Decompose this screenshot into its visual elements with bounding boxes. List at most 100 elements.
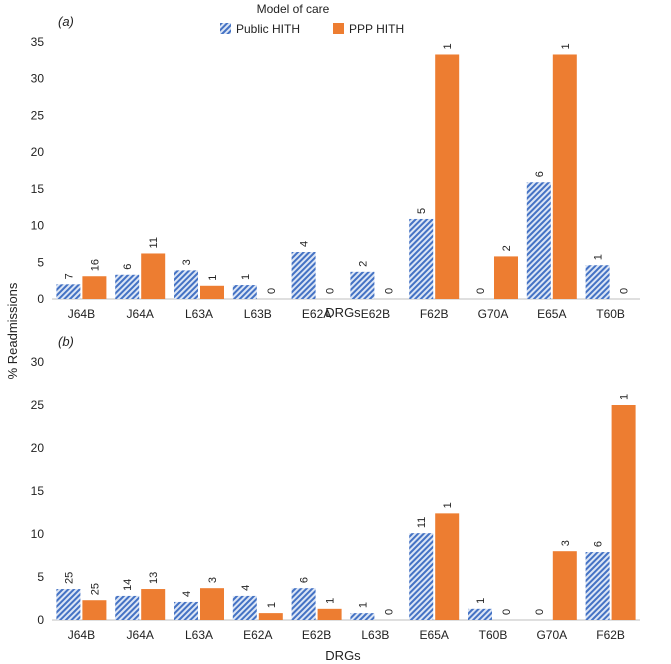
x-tick-label: E65A <box>537 307 566 321</box>
bar-public-hith <box>409 218 434 299</box>
bar-data-label: 2 <box>357 261 369 267</box>
bar-public-hith <box>409 533 434 620</box>
y-tick-label: 20 <box>31 145 45 159</box>
x-tick-label: E62B <box>361 307 390 321</box>
chart-panel-b: 051015202530J64B2525J64A1413L63A43E62A41… <box>31 355 640 642</box>
legend-title: Model of care <box>257 2 330 16</box>
bar-ppp-hith <box>494 256 518 299</box>
bar-ppp-hith <box>200 285 224 299</box>
bar-data-label: 0 <box>475 288 487 294</box>
bar-data-label: 2 <box>501 245 513 251</box>
bar-ppp-hith <box>435 513 460 620</box>
bar-data-label: 16 <box>89 259 101 271</box>
bar-data-label: 0 <box>501 609 513 615</box>
bar-ppp-hith <box>317 608 342 620</box>
bar-data-label: 6 <box>593 541 605 547</box>
bar-data-label: 6 <box>299 577 311 583</box>
bar-data-label: 0 <box>619 288 631 294</box>
x-tick-label: G70A <box>536 628 567 642</box>
bar-ppp-hith <box>552 551 577 620</box>
bar-data-label: 0 <box>325 288 337 294</box>
y-tick-label: 25 <box>31 108 45 122</box>
x-tick-label: F62B <box>420 307 449 321</box>
bar-ppp-hith <box>611 405 636 620</box>
bar-data-label: 25 <box>63 572 75 584</box>
bar-ppp-hith <box>82 600 107 620</box>
bar-data-label: 14 <box>122 579 134 591</box>
bar-public-hith <box>232 595 257 620</box>
bar-public-hith <box>585 265 610 299</box>
bar-data-label: 7 <box>63 273 75 279</box>
x-tick-label: J64A <box>127 628 154 642</box>
x-tick-label: J64B <box>68 628 95 642</box>
x-tick-label: T60B <box>596 307 625 321</box>
bar-data-label: 3 <box>207 577 219 583</box>
bar-public-hith <box>468 608 492 620</box>
x-tick-label: G70A <box>478 307 509 321</box>
bar-public-hith <box>585 552 610 620</box>
y-tick-label: 10 <box>31 219 45 233</box>
y-tick-label: 35 <box>31 35 45 49</box>
x-tick-label: E65A <box>420 628 449 642</box>
legend-swatch-public <box>220 23 231 34</box>
bar-data-label: 13 <box>148 572 160 584</box>
bar-public-hith <box>350 613 375 620</box>
bar-data-label: 25 <box>89 583 101 595</box>
bar-data-label: 6 <box>534 171 546 177</box>
x-tick-label: L63A <box>185 307 213 321</box>
bar-data-label: 1 <box>619 394 631 400</box>
panel-tag-a: (a) <box>58 14 74 29</box>
y-tick-label: 25 <box>31 398 45 412</box>
bar-public-hith <box>115 274 140 299</box>
x-axis-title-b: DRGs <box>325 648 361 663</box>
chart-panel-a: 05101520253035J64B716J64A611L63A31L63B10… <box>31 35 640 321</box>
bar-data-label: 1 <box>207 275 219 281</box>
bar-data-label: 1 <box>325 598 337 604</box>
y-tick-label: 0 <box>37 613 44 627</box>
y-tick-label: 30 <box>31 72 45 86</box>
bar-public-hith <box>291 252 316 299</box>
bar-data-label: 3 <box>181 259 193 265</box>
y-tick-label: 0 <box>37 292 44 306</box>
bar-ppp-hith <box>141 253 166 299</box>
x-tick-label: E62B <box>302 628 331 642</box>
panel-tag-b: (b) <box>58 334 74 349</box>
bar-data-label: 11 <box>148 237 160 248</box>
bar-data-label: 1 <box>442 43 454 49</box>
bar-public-hith <box>291 588 316 620</box>
bar-ppp-hith <box>552 54 577 300</box>
bar-public-hith <box>56 589 81 620</box>
x-tick-label: E62A <box>243 628 272 642</box>
bar-data-label: 5 <box>416 208 428 214</box>
bar-public-hith <box>115 595 140 620</box>
x-tick-label: T60B <box>479 628 508 642</box>
bar-ppp-hith <box>258 613 283 620</box>
bar-public-hith <box>56 284 81 299</box>
bar-data-label: 1 <box>593 254 605 260</box>
bar-data-label: 1 <box>266 602 278 608</box>
bar-ppp-hith <box>200 588 224 620</box>
x-tick-label: F62B <box>596 628 625 642</box>
bar-public-hith <box>232 285 257 299</box>
y-tick-label: 15 <box>31 484 45 498</box>
x-tick-label: E62A <box>302 307 331 321</box>
bar-data-label: 4 <box>181 591 193 597</box>
bar-data-label: 4 <box>299 241 311 247</box>
bar-data-label: 0 <box>266 288 278 294</box>
bar-data-label: 0 <box>534 609 546 615</box>
y-tick-label: 10 <box>31 527 45 541</box>
y-tick-label: 20 <box>31 441 45 455</box>
y-tick-label: 15 <box>31 182 45 196</box>
bar-public-hith <box>174 270 198 299</box>
bar-data-label: 1 <box>357 602 369 608</box>
x-axis-title-a: DRGs <box>325 305 361 320</box>
x-tick-label: J64A <box>127 307 154 321</box>
bar-public-hith <box>350 271 375 299</box>
bar-data-label: 1 <box>240 274 252 280</box>
bar-data-label: 1 <box>442 502 454 508</box>
y-axis-title: % Readmissions <box>5 282 20 379</box>
bar-data-label: 4 <box>240 585 252 591</box>
x-tick-label: J64B <box>68 307 95 321</box>
bar-data-label: 0 <box>383 609 395 615</box>
